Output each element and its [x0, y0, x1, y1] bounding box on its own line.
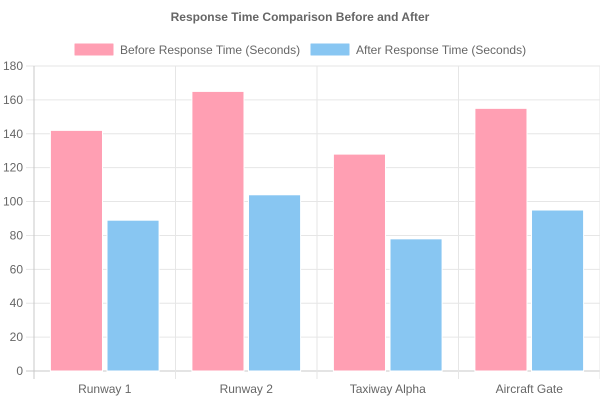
y-tick-label: 140	[3, 127, 23, 141]
bar-after[interactable]	[106, 219, 160, 372]
legend-label-before: Before Response Time (Seconds)	[120, 43, 300, 57]
x-tick-label: Runway 1	[78, 382, 132, 396]
y-tick-label: 20	[10, 330, 24, 344]
bar-before[interactable]	[474, 107, 528, 372]
bars	[49, 90, 585, 372]
legend-item-before[interactable]: Before Response Time (Seconds)	[73, 42, 300, 57]
x-tick-label: Taxiway Alpha	[350, 382, 426, 396]
bar-before[interactable]	[49, 129, 103, 372]
bar-after[interactable]	[389, 238, 443, 372]
y-tick-label: 80	[10, 228, 24, 242]
y-axis-ticks: 0 20 40 60 80 100 120 140 160 180	[3, 59, 23, 378]
legend-item-after[interactable]: After Response Time (Seconds)	[309, 42, 526, 57]
bar-before[interactable]	[332, 153, 386, 372]
bar-after[interactable]	[248, 194, 302, 372]
y-tick-label: 180	[3, 59, 23, 73]
chart-title: Response Time Comparison Before and Afte…	[171, 10, 430, 24]
y-tick-label: 100	[3, 195, 23, 209]
legend-swatch-before	[73, 42, 115, 57]
legend-label-after: After Response Time (Seconds)	[356, 43, 526, 57]
y-tick-label: 60	[10, 262, 24, 276]
legend-swatch-after	[309, 42, 351, 57]
y-tick-label: 0	[16, 364, 23, 378]
bar-before[interactable]	[191, 90, 245, 372]
x-tick-label: Aircraft Gate	[496, 382, 564, 396]
bar-after[interactable]	[531, 209, 585, 372]
y-tick-label: 160	[3, 93, 23, 107]
legend: Before Response Time (Seconds) After Res…	[73, 42, 526, 57]
y-tick-label: 120	[3, 161, 23, 175]
y-tick-label: 40	[10, 296, 24, 310]
x-tick-label: Runway 2	[220, 382, 274, 396]
x-axis-ticks: Runway 1 Runway 2 Taxiway Alpha Aircraft Ga…	[78, 382, 563, 396]
gridlines	[26, 65, 600, 379]
